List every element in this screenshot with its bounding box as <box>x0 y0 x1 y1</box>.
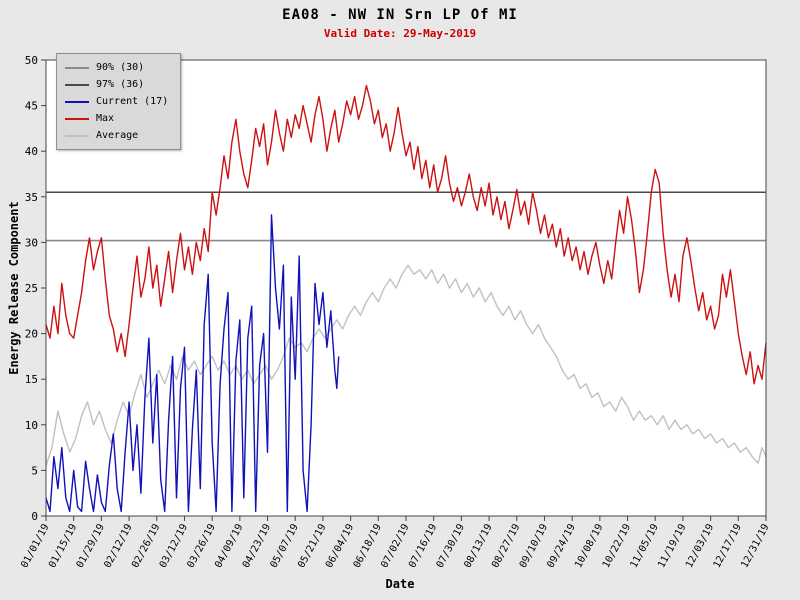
x-tick-label: 04/23/19 <box>241 522 273 570</box>
legend-line-swatch <box>65 117 89 120</box>
x-tick-label: 06/04/19 <box>324 522 356 570</box>
y-tick-label: 40 <box>25 145 38 158</box>
legend: 90% (30) 97% (36) Current (17) Max Average <box>56 53 182 150</box>
y-tick-label: 5 <box>31 464 38 477</box>
x-tick-label: 02/26/19 <box>130 522 162 570</box>
chart-title: EA08 - NW IN Srn LP Of MI <box>282 7 518 23</box>
x-axis-label: Date <box>385 577 415 591</box>
x-tick-label: 01/15/19 <box>47 522 79 570</box>
legend-item: Current (17) <box>65 93 168 110</box>
x-tick-label: 11/05/19 <box>629 522 661 570</box>
x-tick-label: 05/21/19 <box>296 522 328 570</box>
y-tick-label: 10 <box>25 419 38 432</box>
x-tick-label: 02/12/19 <box>102 522 134 570</box>
legend-label: 90% (30) <box>96 62 145 73</box>
legend-label: 97% (36) <box>96 79 145 90</box>
x-tick-label: 08/27/19 <box>490 522 522 570</box>
legend-line-swatch <box>65 100 89 103</box>
y-tick-label: 20 <box>25 328 38 341</box>
x-tick-label: 07/02/19 <box>379 522 411 570</box>
x-tick-label: 10/22/19 <box>601 522 633 570</box>
legend-item: 90% (30) <box>65 59 168 76</box>
x-tick-label: 10/08/19 <box>573 522 605 570</box>
y-tick-label: 30 <box>25 236 38 249</box>
x-tick-label: 07/30/19 <box>435 522 467 570</box>
x-tick-label: 07/16/19 <box>407 522 439 570</box>
y-tick-label: 25 <box>25 282 38 295</box>
x-tick-label: 12/31/19 <box>739 522 771 570</box>
x-tick-label: 11/19/19 <box>656 522 688 570</box>
legend-line-swatch <box>65 66 89 69</box>
legend-line-swatch <box>65 83 89 86</box>
series-line-current <box>45 214 340 513</box>
y-tick-label: 15 <box>25 373 38 386</box>
series-line-max <box>45 84 767 385</box>
x-tick-label: 03/26/19 <box>185 522 217 570</box>
legend-label: Max <box>96 113 115 124</box>
y-tick-label: 50 <box>25 54 38 67</box>
x-tick-label: 09/10/19 <box>518 522 550 570</box>
x-tick-label: 03/12/19 <box>158 522 190 570</box>
x-tick-label: 05/07/19 <box>269 522 301 570</box>
x-tick-label: 12/03/19 <box>684 522 716 570</box>
series-line-average <box>45 264 767 467</box>
x-tick-label: 12/17/19 <box>712 522 744 570</box>
legend-item: 97% (36) <box>65 76 168 93</box>
x-tick-label: 01/01/19 <box>19 522 51 570</box>
legend-item: Average <box>65 127 168 144</box>
legend-line-swatch <box>65 134 89 137</box>
y-tick-label: 45 <box>25 100 38 113</box>
x-tick-label: 08/13/19 <box>462 522 494 570</box>
x-tick-label: 04/09/19 <box>213 522 245 570</box>
legend-label: Average <box>96 130 139 141</box>
x-tick-label: 09/24/19 <box>545 522 577 570</box>
y-tick-label: 0 <box>31 510 38 523</box>
valid-date-subtitle: Valid Date: 29-May-2019 <box>323 27 477 40</box>
legend-label: Current (17) <box>96 96 169 107</box>
y-tick-label: 35 <box>25 191 38 204</box>
x-tick-label: 06/18/19 <box>352 522 384 570</box>
x-tick-label: 01/29/19 <box>75 522 107 570</box>
legend-item: Max <box>65 110 168 127</box>
